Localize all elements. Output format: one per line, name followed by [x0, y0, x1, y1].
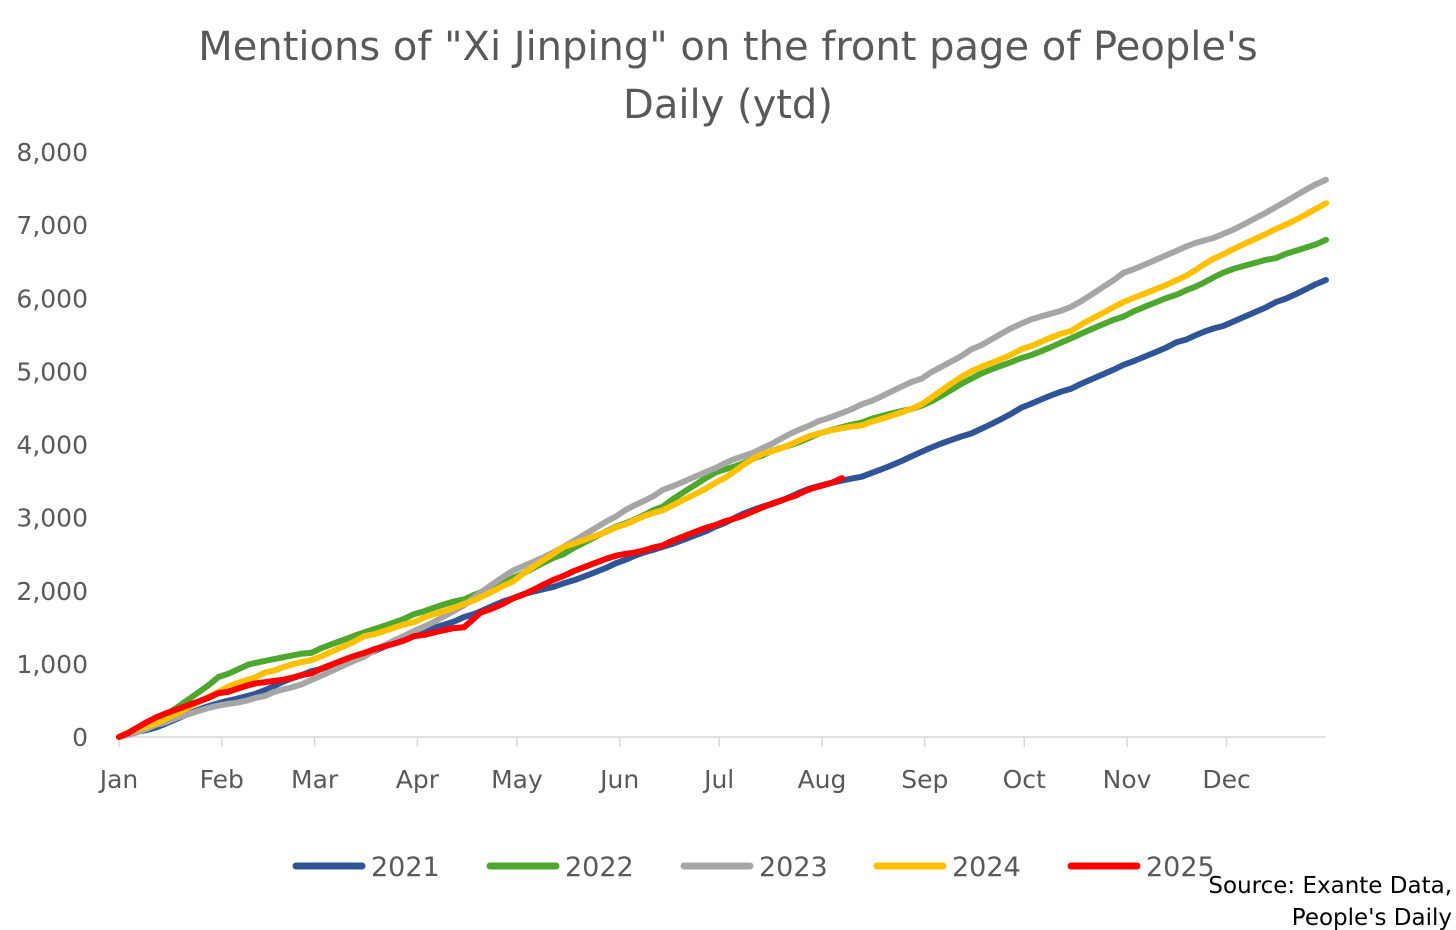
source-line-1: Source: Exante Data, — [1208, 873, 1452, 899]
series-line-2022 — [116, 236, 1329, 740]
legend-label-2025: 2025 — [1146, 852, 1215, 883]
x-tick-label: Oct — [1003, 765, 1046, 794]
x-tick-label: Jan — [98, 765, 139, 794]
y-tick-label: 0 — [72, 723, 88, 752]
y-axis: 0 1,000 2,000 3,000 4,000 5,000 6,000 7,000 8,00… — [16, 138, 88, 752]
series-line-2024 — [116, 200, 1329, 740]
y-tick-label: 7,000 — [16, 211, 88, 240]
x-tick-label: May — [491, 765, 543, 794]
x-tick-label: Nov — [1103, 765, 1152, 794]
chart-title-line-2: Daily (ytd) — [623, 82, 833, 128]
y-tick-label: 8,000 — [16, 138, 88, 167]
y-tick-label: 2,000 — [16, 577, 88, 606]
x-tick-label: Jul — [702, 765, 734, 794]
x-tick-label: Feb — [200, 765, 244, 794]
source-note: Source: Exante Data, People's Daily — [1208, 873, 1452, 930]
chart-title: Mentions of "Xi Jinping" on the front pa… — [198, 24, 1258, 128]
legend-label-2021: 2021 — [371, 852, 440, 883]
series-line-2021 — [116, 277, 1329, 740]
legend: 2021 2022 2023 2024 2025 — [292, 852, 1215, 883]
legend-label-2024: 2024 — [952, 852, 1021, 883]
y-tick-label: 4,000 — [16, 431, 88, 460]
x-tick-label: Dec — [1202, 765, 1250, 794]
legend-label-2022: 2022 — [565, 852, 634, 883]
x-axis: Jan Feb Mar Apr May Jun Jul Aug Sep Oct Nov Dec — [98, 736, 1326, 794]
series-line-2023 — [116, 176, 1329, 740]
y-tick-label: 3,000 — [16, 504, 88, 533]
y-tick-label: 1,000 — [16, 650, 88, 679]
x-tick-label: Apr — [396, 765, 440, 794]
plot-area — [116, 176, 1329, 740]
chart-title-line-1: Mentions of "Xi Jinping" on the front pa… — [198, 24, 1258, 70]
y-tick-label: 6,000 — [16, 284, 88, 313]
series-line-2025 — [116, 475, 845, 740]
x-tick-label: Sep — [901, 765, 948, 794]
x-tick-label: Mar — [291, 765, 339, 794]
y-tick-label: 5,000 — [16, 357, 88, 386]
legend-label-2023: 2023 — [759, 852, 828, 883]
x-tick-label: Aug — [798, 765, 847, 794]
x-tick-label: Jun — [598, 765, 639, 794]
source-line-2: People's Daily — [1292, 905, 1452, 930]
